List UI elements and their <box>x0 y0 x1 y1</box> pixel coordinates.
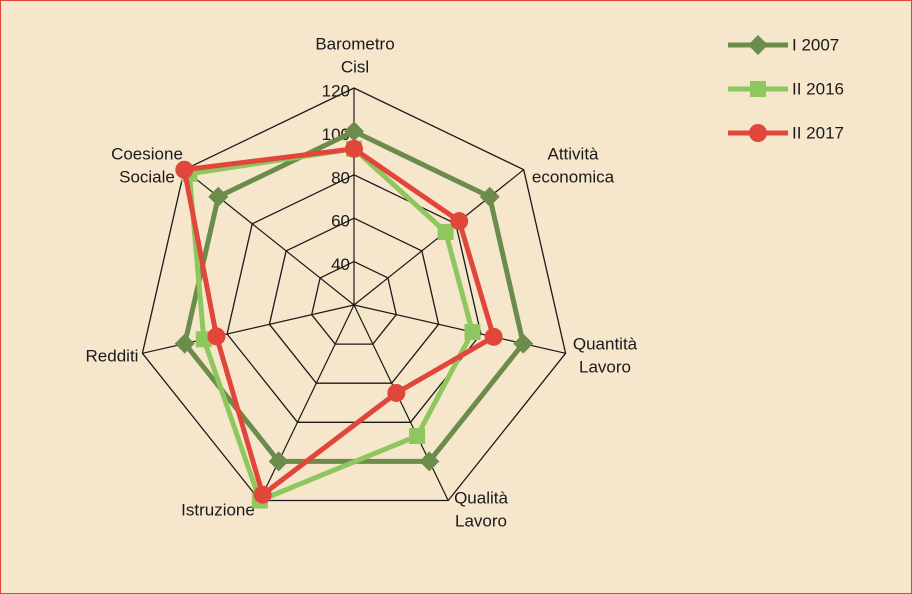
legend-label: II 2017 <box>792 123 844 142</box>
data-point <box>479 186 500 207</box>
tick-label: 40 <box>331 255 350 274</box>
data-point <box>419 451 440 472</box>
axis-label: Attività <box>547 144 599 163</box>
legend-item: II 2016 <box>728 79 844 98</box>
axis-label: Sociale <box>119 167 175 186</box>
data-point <box>464 324 481 341</box>
legend-marker <box>748 35 768 55</box>
axis-label: Istruzione <box>181 500 255 519</box>
axis-spoke <box>142 304 355 354</box>
tick-label: 60 <box>331 212 350 231</box>
data-point <box>437 223 454 240</box>
axis-spoke <box>183 169 355 306</box>
data-point <box>484 327 503 346</box>
legend-item: I 2007 <box>728 35 839 55</box>
grid-ring <box>268 217 440 384</box>
series-line <box>181 146 497 498</box>
data-point <box>175 160 194 179</box>
legend: I 2007 II 2016 II 2017 <box>728 35 844 142</box>
legend-marker <box>750 81 766 97</box>
grid-ring <box>310 260 398 345</box>
data-point <box>174 333 195 354</box>
tick-label: 120 <box>322 81 350 100</box>
series-layer <box>174 121 534 509</box>
axis-label: Coesione <box>111 144 183 163</box>
data-point <box>268 451 289 472</box>
axis-label: economica <box>532 167 615 186</box>
axis-label: Lavoro <box>455 511 507 530</box>
series-ii-2017 <box>175 139 503 504</box>
axis-label: Barometro <box>315 34 394 53</box>
axis-spoke <box>353 304 566 354</box>
legend-marker <box>749 124 767 142</box>
data-point <box>450 212 469 231</box>
data-point <box>513 333 534 354</box>
axis-spoke <box>259 304 355 501</box>
grid-ring <box>141 87 567 502</box>
data-point <box>344 121 364 142</box>
data-point <box>207 327 226 346</box>
data-point <box>253 485 272 504</box>
axis-label: Qualità <box>454 488 508 507</box>
data-point <box>387 383 406 402</box>
axis-label: Redditi <box>86 346 139 365</box>
axis-labels: Barometro Cisl Attività economica Quantità La… <box>86 34 638 530</box>
legend-item: II 2017 <box>728 123 844 142</box>
axis-label: Cisl <box>341 57 369 76</box>
axis-label: Quantità <box>573 334 638 353</box>
data-point <box>208 186 229 207</box>
data-point <box>345 139 363 158</box>
axis-label: Lavoro <box>579 357 631 376</box>
tick-label: 80 <box>331 168 350 187</box>
legend-label: II 2016 <box>792 79 844 98</box>
legend-label: I 2007 <box>792 35 839 54</box>
data-point <box>409 427 426 444</box>
